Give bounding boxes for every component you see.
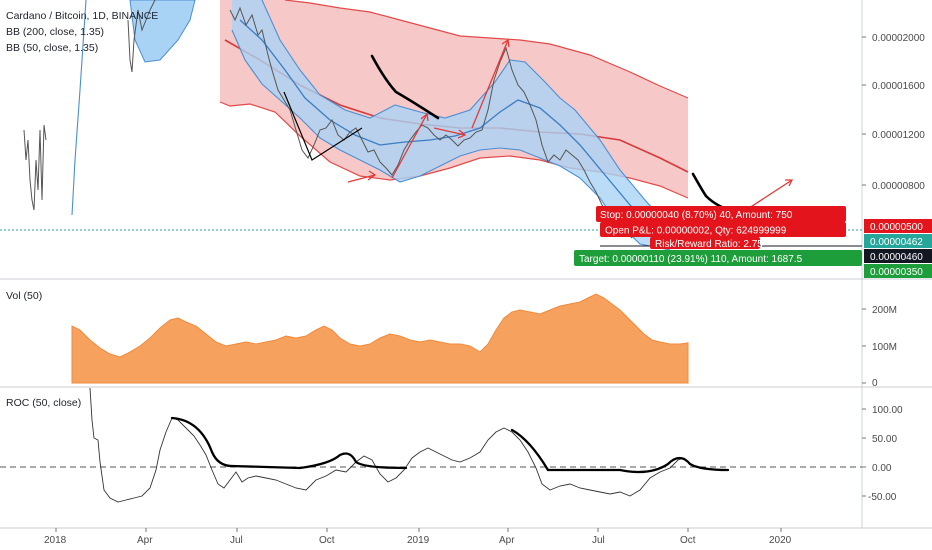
price-tag-entry <box>864 249 932 263</box>
price-tag-target-label: 0.00000350 <box>870 267 923 278</box>
volume-area <box>71 293 689 384</box>
open-pl-box[interactable] <box>600 222 846 237</box>
stop-label: Stop: 0.00000040 (8.70%) 40, Amount: 750 <box>600 210 793 221</box>
bb50-basis <box>239 19 673 246</box>
price-tag-entry-label: 0.00000460 <box>870 252 923 263</box>
roc-pane[interactable]: ROC (50, close) 100.00 50.00 0.00 -50.00 <box>0 387 903 503</box>
price-tag-stop <box>864 219 932 233</box>
volume-legend[interactable]: Vol (50) <box>6 290 42 302</box>
trend-wedge-1 <box>283 91 363 161</box>
price-pane[interactable]: Stop: 0.00000040 (8.70%) 40, Amount: 750… <box>0 0 862 266</box>
time-tick-label: Jul <box>230 535 243 546</box>
time-axis[interactable]: 2018 Apr Jul Oct 2019 Apr Jul Oct 2020 <box>44 528 792 546</box>
trend-curve-1 <box>370 54 440 120</box>
target-label-box[interactable] <box>574 250 862 266</box>
volume-tick-label: 100M <box>872 342 897 353</box>
time-tick-label: 2019 <box>407 535 430 546</box>
bb200-upper <box>284 0 689 99</box>
stop-label-box[interactable] <box>596 206 846 222</box>
time-tick-label: Apr <box>499 535 515 546</box>
price-tag-target <box>864 264 932 278</box>
symbol-title[interactable]: Cardano / Bitcoin, 1D, BINANCE <box>6 10 158 22</box>
target-label: Target: 0.00000110 (23.91%) 110, Amount:… <box>579 254 803 265</box>
risk-reward-box[interactable] <box>650 237 760 249</box>
time-tick-label: 2018 <box>44 535 67 546</box>
volume-pane[interactable]: Vol (50) 200M 100M 0 <box>6 290 897 389</box>
price-candles <box>23 0 633 239</box>
price-tag-stop-label: 0.00000500 <box>870 222 923 233</box>
roc-trend-curve <box>170 416 730 474</box>
price-tick-label: 0.00000800 <box>872 181 925 192</box>
time-tick-label: Oct <box>680 535 696 546</box>
price-tick-label: 0.00001600 <box>872 81 925 92</box>
roc-legend[interactable]: ROC (50, close) <box>6 397 81 409</box>
time-tick-label: 2020 <box>769 535 792 546</box>
price-tick-label: 0.00001200 <box>872 130 925 141</box>
volume-tick-label: 0 <box>872 378 878 389</box>
bb50-lower <box>231 29 671 251</box>
roc-tick-label: 0.00 <box>872 463 892 474</box>
time-tick-label: Jul <box>592 535 605 546</box>
bb50-legend[interactable]: BB (50, close, 1.35) <box>6 42 98 54</box>
time-tick-label: Apr <box>137 535 153 546</box>
roc-tick-label: 100.00 <box>872 405 903 416</box>
price-tag-last-label: 0.00000462 <box>870 237 923 248</box>
bb50-band-early <box>129 0 196 63</box>
roc-tick-label: 50.00 <box>872 434 897 445</box>
price-tag-last <box>864 234 932 248</box>
bb50-band <box>232 0 670 250</box>
bb50-upper <box>261 0 671 229</box>
bb200-legend[interactable]: BB (200, close, 1.35) <box>6 26 104 38</box>
open-pl-label: Open P&L: 0.00000002, Qty: 624999999 <box>605 226 787 237</box>
price-tick-label: 0.00002000 <box>872 33 925 44</box>
risk-reward-label: Risk/Reward Ratio: 2.75 <box>655 239 763 250</box>
roc-tick-label: -50.00 <box>868 492 897 503</box>
price-axis[interactable]: 0.00002000 0.00001600 0.00001200 0.00000… <box>862 33 932 278</box>
time-tick-label: Oct <box>319 535 335 546</box>
roc-line <box>89 387 689 503</box>
volume-tick-label: 200M <box>872 305 897 316</box>
bb50-lower-early <box>71 0 87 216</box>
